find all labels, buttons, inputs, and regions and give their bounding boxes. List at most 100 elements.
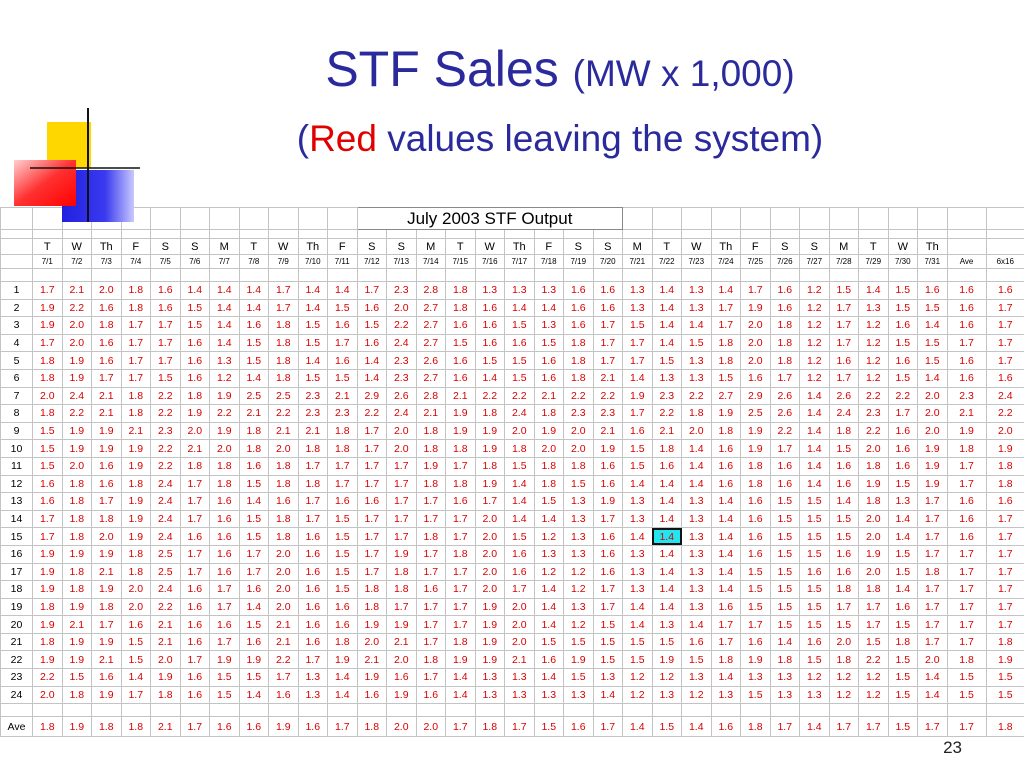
value-cell: 2.1 (238, 404, 269, 423)
value-cell: 1.6 (504, 544, 535, 564)
table-row: 17 1.9 1.8 2.1 1.8 2.5 1.7 1.6 1.7 2.0 1.6 1.5 1.7 1.… (0, 562, 1024, 582)
value-cell: 1.9 (61, 421, 92, 441)
value-cell: 1.6 (887, 316, 919, 335)
value-cell: 1.6 (592, 562, 624, 582)
cell (946, 703, 987, 718)
value-cell: 1.7 (120, 351, 151, 370)
value-cell: 1.6 (179, 333, 210, 353)
average-cell: 1.7 (504, 716, 535, 738)
value-cell: 1.4 (209, 281, 240, 300)
hour-label: 1 (0, 281, 33, 300)
value-cell: 2.2 (858, 386, 889, 406)
table-row: 1 1.7 2.1 2.0 1.8 1.6 1.4 1.4 1.4 1.7 1.4 1.4 1.7 2.3… (0, 281, 1024, 300)
value-cell: 1.4 (651, 316, 683, 335)
value-cell: 1.9 (985, 439, 1024, 458)
value-cell: 1.6 (887, 439, 919, 458)
value-cell: 1.2 (533, 562, 564, 582)
cell (504, 229, 535, 239)
value-cell: 1.6 (327, 492, 358, 511)
cell (887, 703, 919, 718)
value-cell: 1.3 (740, 668, 771, 687)
value-cell: 2.4 (386, 404, 417, 423)
cell (917, 703, 948, 718)
value-cell: 1.6 (91, 456, 122, 476)
value-cell: 1.4 (917, 668, 948, 687)
value-cell: 1.5 (592, 615, 624, 634)
date-header: 7/10 (297, 254, 328, 269)
value-cell: 1.9 (32, 562, 63, 582)
value-cell: 1.7 (415, 492, 446, 511)
average-cell: 1.5 (533, 716, 564, 738)
value-cell: 2.0 (356, 632, 387, 652)
value-cell: 1.3 (681, 580, 712, 599)
cell (651, 268, 683, 282)
value-cell: 2.2 (61, 404, 92, 423)
value-cell: 1.9 (946, 421, 987, 441)
value-cell: 1.7 (828, 298, 860, 318)
value-cell: 1.4 (622, 474, 653, 494)
date-header: 6x16 (985, 254, 1024, 269)
value-cell: 1.8 (297, 474, 328, 494)
table-row: 16 1.9 1.9 1.9 1.8 2.5 1.7 1.6 1.7 2.0 1.6 1.5 1.7 1.… (0, 544, 1024, 564)
value-cell: 1.7 (504, 580, 535, 599)
value-cell: 1.6 (179, 527, 210, 546)
value-cell: 1.9 (474, 615, 505, 634)
average-cell: 1.7 (445, 716, 476, 738)
hour-label: 3 (0, 316, 33, 335)
cell (504, 703, 535, 718)
value-cell: 1.8 (32, 632, 63, 652)
cell (504, 268, 535, 282)
cell (91, 703, 122, 718)
value-cell: 2.0 (504, 421, 535, 441)
value-cell: 1.4 (917, 368, 948, 388)
value-cell: 1.7 (327, 333, 358, 353)
value-cell: 1.2 (858, 333, 889, 353)
value-cell: 2.0 (474, 562, 505, 582)
cell (740, 703, 771, 718)
value-cell: 1.4 (238, 597, 269, 617)
cell (327, 229, 358, 239)
cell (150, 229, 181, 239)
value-cell: 1.6 (297, 597, 328, 617)
value-cell: 2.6 (415, 351, 446, 370)
value-cell: 2.1 (268, 421, 299, 441)
value-cell: 1.3 (622, 562, 653, 582)
value-cell: 1.2 (799, 333, 830, 353)
value-cell: 2.3 (150, 421, 181, 441)
value-cell: 2.4 (150, 509, 181, 529)
value-cell: 1.5 (327, 368, 358, 388)
value-cell: 2.8 (415, 281, 446, 300)
value-cell: 1.9 (209, 421, 240, 441)
value-cell: 1.6 (297, 527, 328, 546)
average-cell: 1.8 (32, 716, 63, 738)
cell (985, 238, 1024, 255)
value-cell: 1.4 (651, 597, 683, 617)
value-cell: 1.2 (799, 316, 830, 335)
value-cell: 1.3 (563, 527, 594, 546)
value-cell: 1.7 (209, 597, 240, 617)
cell (386, 703, 417, 718)
value-cell: 1.6 (740, 492, 771, 511)
average-cell: 1.9 (61, 716, 92, 738)
value-cell: 1.2 (858, 368, 889, 388)
value-cell: 1.7 (946, 474, 987, 494)
value-cell: 2.4 (504, 404, 535, 423)
value-cell: 1.5 (120, 632, 151, 652)
average-cell: 1.7 (858, 716, 889, 738)
day-header: F (533, 238, 564, 255)
hour-label: 7 (0, 386, 33, 406)
cell (0, 238, 33, 255)
title-unit: (MW x 1,000) (572, 53, 795, 94)
value-cell: 1.7 (32, 333, 63, 353)
date-header: 7/11 (327, 254, 358, 269)
value-cell: 1.8 (268, 351, 299, 370)
value-cell: 1.5 (327, 562, 358, 582)
value-cell: 1.5 (297, 333, 328, 353)
table-row: Ave 1.8 1.9 1.8 1.8 2.1 1.7 1.6 1.6 1.9 1.6 1.7 1.8 2… (0, 716, 1024, 738)
value-cell: 2.0 (268, 544, 299, 564)
value-cell: 1.8 (533, 404, 564, 423)
date-header: 7/5 (150, 254, 181, 269)
value-cell: 1.3 (681, 281, 712, 300)
value-cell: 2.2 (985, 404, 1024, 423)
value-cell: 1.6 (32, 474, 63, 494)
